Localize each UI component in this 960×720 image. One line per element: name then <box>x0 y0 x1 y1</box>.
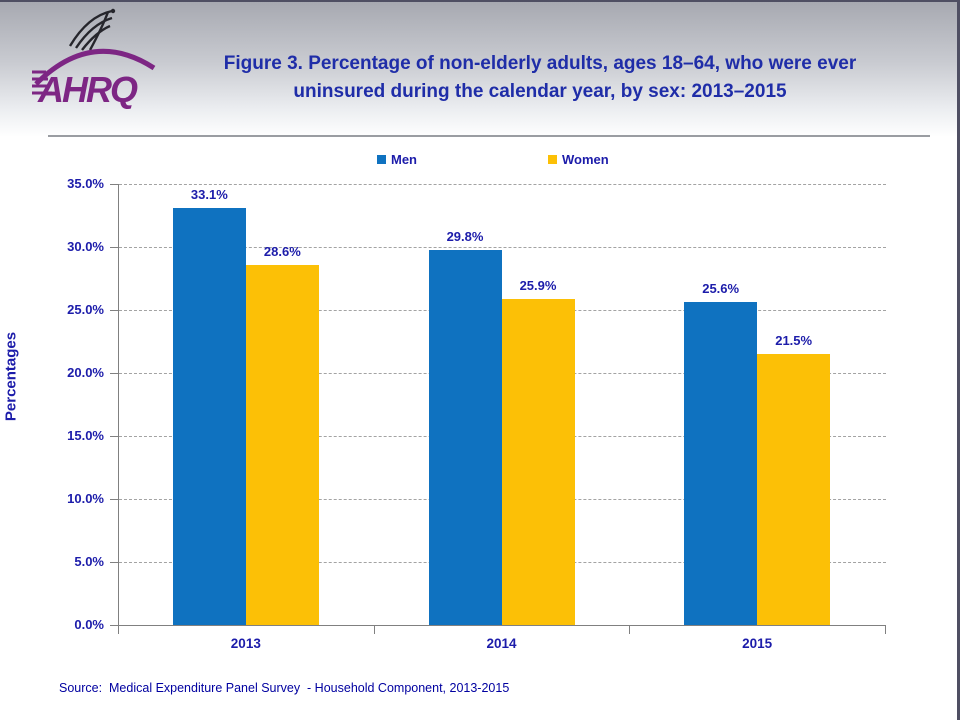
x-category-label-2014: 2014 <box>486 636 517 651</box>
y-tick-label-25: 25.0% <box>67 302 104 317</box>
figure-title-line1: Figure 3. Percentage of non-elderly adul… <box>223 53 857 74</box>
gridline-30 <box>119 247 886 248</box>
title-divider-line <box>48 135 930 137</box>
hhs-eagle-icon: AHRQ <box>32 8 156 110</box>
ahrq-logo: AHRQ <box>30 6 160 111</box>
bar-value-label-men-2015: 25.6% <box>702 281 740 297</box>
x-tick-mark-1 <box>373 626 375 634</box>
bar-women-2014 <box>501 298 575 625</box>
bar-men-2015 <box>684 302 758 625</box>
x-tick-mark-0 <box>118 626 119 634</box>
figure-title: Figure 3. Percentage of non-elderly adul… <box>175 50 905 106</box>
figure-title-line2: uninsured during the calendar year, by s… <box>293 81 787 102</box>
x-tick-mark-3 <box>885 626 886 634</box>
y-tick-label-0: 0.0% <box>74 617 104 632</box>
bar-value-label-men-2014: 29.8% <box>446 228 484 244</box>
bar-women-2015 <box>757 354 831 625</box>
legend-label-women: Women <box>562 151 609 167</box>
legend-item-women: Women <box>548 151 609 167</box>
ahrq-wordmark: AHRQ <box>37 69 138 110</box>
y-axis-title: Percentages <box>2 331 20 422</box>
y-tick-mark-25 <box>110 310 118 311</box>
legend-item-men: Men <box>377 151 417 167</box>
y-tick-mark-20 <box>110 373 118 374</box>
x-category-label-2013: 2013 <box>230 636 261 651</box>
bar-value-label-men-2013: 33.1% <box>190 186 228 202</box>
y-tick-label-35: 35.0% <box>67 176 104 191</box>
bar-value-label-women-2014: 25.9% <box>519 277 557 293</box>
y-tick-label-15: 15.0% <box>67 428 104 443</box>
men-legend-swatch <box>377 154 386 164</box>
y-tick-mark-10 <box>110 499 118 500</box>
y-tick-label-20: 20.0% <box>67 365 104 380</box>
y-tick-mark-35 <box>110 184 118 185</box>
bar-men-2013 <box>172 207 246 625</box>
gridline-35 <box>119 184 886 185</box>
bar-women-2013 <box>245 264 319 625</box>
source-note: Source: Medical Expenditure Panel Survey… <box>59 681 510 695</box>
y-tick-mark-30 <box>110 247 118 248</box>
bar-value-label-women-2013: 28.6% <box>263 243 301 259</box>
y-tick-label-30: 30.0% <box>67 239 104 254</box>
bar-men-2014 <box>428 249 502 625</box>
y-tick-label-10: 10.0% <box>67 491 104 506</box>
x-category-label-2015: 2015 <box>742 636 773 651</box>
header-gradient-background <box>0 2 957 137</box>
women-legend-swatch <box>548 154 557 164</box>
bar-value-label-women-2015: 21.5% <box>775 333 813 349</box>
y-tick-mark-0 <box>110 625 118 626</box>
y-tick-mark-5 <box>110 562 118 563</box>
legend-label-men: Men <box>391 151 417 167</box>
x-tick-mark-2 <box>629 626 631 634</box>
y-tick-label-5: 5.0% <box>74 554 104 569</box>
y-tick-mark-15 <box>110 436 118 437</box>
